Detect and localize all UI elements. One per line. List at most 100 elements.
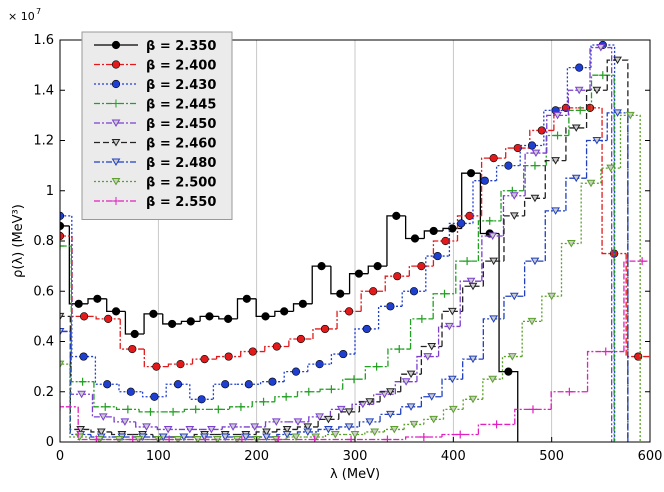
legend-box (81, 31, 233, 220)
marker (60, 402, 64, 411)
step (77, 406, 115, 441)
y-tick-label: 0 (46, 435, 54, 450)
legend-label: β = 2.480 (146, 156, 216, 171)
step (441, 310, 463, 347)
series (60, 257, 650, 442)
step (259, 381, 285, 385)
marker (130, 329, 139, 339)
marker (128, 344, 137, 354)
marker (315, 360, 324, 369)
marker (345, 307, 354, 316)
marker (248, 347, 257, 356)
marker (224, 314, 233, 323)
marker (468, 282, 478, 291)
marker (395, 345, 404, 354)
marker (401, 378, 411, 386)
marker (317, 262, 326, 271)
marker (60, 327, 65, 336)
x-tick-label: 0 (56, 449, 64, 464)
legend-label: β = 2.460 (146, 137, 216, 152)
marker (433, 251, 442, 261)
marker (261, 312, 270, 321)
step (462, 285, 484, 312)
marker (241, 433, 251, 441)
marker (303, 423, 313, 431)
step (384, 275, 410, 292)
marker (310, 435, 319, 442)
marker (93, 294, 102, 303)
marker (354, 269, 364, 278)
step (590, 44, 616, 442)
step (308, 416, 331, 422)
marker (207, 425, 216, 434)
marker (244, 380, 253, 389)
marker (504, 161, 513, 170)
marker (126, 387, 135, 396)
marker (146, 407, 155, 416)
marker (571, 174, 581, 183)
step (189, 384, 214, 400)
step (288, 338, 313, 347)
step (546, 114, 569, 154)
y-tick-label: 0.8 (33, 234, 54, 249)
marker (528, 405, 537, 414)
step (364, 431, 385, 435)
step (404, 436, 443, 440)
marker (509, 192, 519, 200)
marker (237, 435, 246, 442)
marker (606, 164, 616, 173)
marker (250, 423, 260, 431)
marker (78, 377, 87, 386)
marker (466, 169, 476, 178)
marker (291, 433, 301, 441)
marker (350, 430, 360, 439)
marker (298, 299, 307, 308)
step (400, 406, 422, 415)
marker (214, 405, 223, 414)
y-tick-label: 1 (46, 184, 54, 199)
marker (347, 435, 356, 442)
marker (613, 56, 622, 65)
marker (553, 131, 562, 140)
series (60, 71, 615, 442)
legend-label: β = 2.445 (146, 98, 216, 113)
marker (344, 408, 354, 416)
marker (465, 211, 474, 220)
marker (513, 143, 522, 153)
legend-marker (111, 178, 121, 186)
marker (427, 343, 437, 351)
marker (575, 63, 584, 72)
marker (98, 413, 108, 421)
legend-marker (112, 99, 120, 108)
y-multiplier: × 10 (8, 10, 35, 23)
marker (509, 292, 519, 301)
marker (173, 380, 183, 389)
marker (440, 289, 449, 298)
step (88, 436, 110, 441)
marker (427, 393, 437, 401)
step (477, 220, 502, 262)
step (437, 325, 461, 357)
step (113, 416, 136, 423)
marker (488, 232, 498, 240)
marker (336, 289, 345, 298)
step (167, 363, 193, 367)
marker (96, 428, 106, 436)
marker (103, 380, 112, 389)
step (91, 394, 115, 418)
marker (315, 413, 324, 421)
marker (598, 71, 607, 80)
step (544, 159, 566, 199)
marker (625, 111, 635, 120)
step (600, 167, 621, 184)
step (401, 290, 426, 307)
marker (485, 216, 494, 225)
marker (386, 388, 395, 396)
step (317, 428, 339, 432)
step (482, 318, 504, 360)
marker (551, 157, 560, 165)
marker (445, 322, 454, 331)
marker (447, 375, 457, 384)
marker (634, 352, 643, 361)
marker (423, 353, 433, 361)
